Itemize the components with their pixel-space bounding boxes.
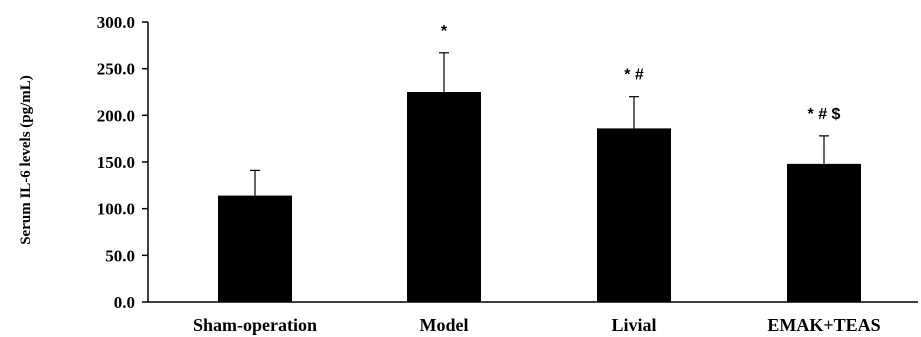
bar bbox=[218, 195, 292, 302]
y-tick-label: 200.0 bbox=[97, 106, 135, 125]
x-tick-label: Model bbox=[420, 315, 469, 335]
bar bbox=[597, 128, 671, 302]
x-tick-labels: Sham-operation Model Livial EMAK+TEAS bbox=[193, 315, 881, 335]
significance-label: * # $ bbox=[808, 106, 841, 123]
y-tick-label: 0.0 bbox=[114, 293, 135, 312]
bar bbox=[407, 92, 481, 302]
bar bbox=[787, 163, 861, 302]
y-tick-label: 100.0 bbox=[97, 200, 135, 219]
significance-label: * bbox=[441, 23, 448, 40]
y-tick-label: 300.0 bbox=[97, 13, 135, 32]
x-tick-label: EMAK+TEAS bbox=[767, 315, 880, 335]
error-bars bbox=[250, 52, 829, 196]
y-tick-label: 250.0 bbox=[97, 60, 135, 79]
bars bbox=[218, 92, 861, 302]
y-axis-label: Serum IL-6 levels (pg/mL) bbox=[18, 75, 34, 245]
y-ticks: 0.0 50.0 100.0 150.0 200.0 250.0 300.0 bbox=[97, 13, 148, 312]
x-tick-label: Sham-operation bbox=[193, 315, 317, 335]
significance-label: * # bbox=[624, 67, 644, 84]
y-tick-label: 150.0 bbox=[97, 153, 135, 172]
x-tick-label: Livial bbox=[611, 315, 656, 335]
significance-annotations: * * # * # $ bbox=[441, 23, 841, 123]
y-tick-label: 50.0 bbox=[105, 246, 135, 265]
